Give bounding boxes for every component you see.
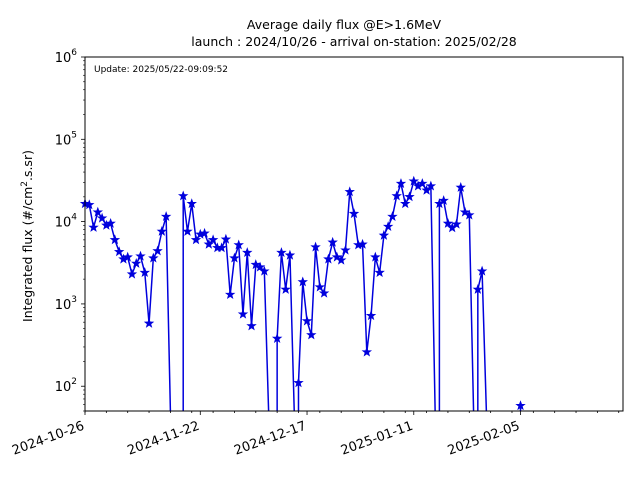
y-tick-label: 104 <box>55 213 78 231</box>
data-point <box>310 241 321 252</box>
data-point <box>139 267 150 278</box>
y-tick-label: 106 <box>55 48 78 66</box>
data-point <box>113 246 125 257</box>
data-point <box>293 377 304 388</box>
data-point <box>88 221 99 232</box>
data-point <box>400 198 411 209</box>
data-point <box>361 346 373 357</box>
data-point <box>306 329 317 340</box>
data-point <box>382 221 394 232</box>
x-tick-label: 2024-11-22 <box>126 419 202 459</box>
y-axis-label-main: Integrated flux (#/cm <box>20 187 35 322</box>
data-point <box>284 249 296 260</box>
data-point <box>417 178 428 188</box>
data-point <box>455 181 466 192</box>
data-point <box>131 258 142 268</box>
data-point <box>370 251 381 262</box>
axis-layer: 2024-10-26 2024-11-22 2024-12-17 2025-01-11… <box>10 48 620 459</box>
data-point <box>182 225 193 236</box>
data-point <box>152 245 163 256</box>
y-axis-label-sup: 2 <box>20 181 30 187</box>
data-point <box>190 234 202 245</box>
x-tick-label: 2025-02-05 <box>446 419 522 459</box>
data-point <box>280 283 291 294</box>
data-point <box>220 233 232 244</box>
data-point <box>84 199 95 210</box>
data-point <box>335 254 347 265</box>
x-tick-label: 2024-10-26 <box>10 419 86 459</box>
data-point <box>365 310 377 321</box>
data-point <box>442 217 454 228</box>
data-point <box>233 239 244 250</box>
data-point <box>395 178 407 188</box>
data-point <box>96 212 108 223</box>
data-point <box>92 206 104 217</box>
data-point <box>237 308 249 319</box>
y-axis-label-tail: .s.sr) <box>20 150 35 181</box>
y-tick-label: 105 <box>55 130 77 148</box>
data-point <box>216 242 227 253</box>
data-point <box>246 320 257 331</box>
data-point <box>314 281 326 292</box>
data-point <box>323 253 334 264</box>
data-point <box>438 195 449 206</box>
x-tick-label: 2025-01-11 <box>339 419 415 459</box>
data-point <box>348 208 360 219</box>
data-point <box>143 317 155 328</box>
data-point <box>408 175 419 186</box>
data-point <box>148 252 159 263</box>
data-point <box>105 217 116 228</box>
data-point <box>122 251 133 262</box>
y-axis-label: Integrated flux (#/cm2.s.sr) <box>20 150 35 322</box>
data-point <box>357 238 368 249</box>
data-point <box>207 234 219 245</box>
data-point <box>199 227 210 238</box>
chart-title-line1: Average daily flux @E>1.6MeV <box>247 17 442 32</box>
x-tick-label: 2024-12-17 <box>232 419 308 459</box>
data-point <box>186 198 197 209</box>
data-point <box>387 211 398 222</box>
data-point <box>476 265 488 276</box>
update-annotation: Update: 2025/05/22-09:09:52 <box>94 65 228 75</box>
data-point <box>451 218 462 229</box>
data-layer <box>79 175 526 412</box>
chart-title-line2: launch : 2024/10/26 - arrival on-station… <box>191 34 517 49</box>
data-point <box>297 276 308 287</box>
data-point <box>126 268 138 279</box>
data-point <box>515 400 526 411</box>
data-point <box>425 180 437 191</box>
y-tick-label: 103 <box>55 295 77 313</box>
plot-frame <box>84 56 624 412</box>
data-point <box>156 225 168 236</box>
data-point <box>404 191 415 202</box>
y-tick-label: 102 <box>55 377 77 395</box>
data-point <box>344 186 355 197</box>
data-point <box>109 234 121 245</box>
data-point <box>229 252 240 263</box>
data-point <box>135 250 146 261</box>
data-point <box>301 315 313 326</box>
data-point <box>250 259 262 270</box>
data-point <box>254 261 266 272</box>
data-point <box>391 190 402 201</box>
data-point <box>340 244 351 255</box>
svg-text:Integrated flux (#/cm2.s.sr): Integrated flux (#/cm2.s.sr) <box>20 150 35 322</box>
data-point <box>318 287 330 298</box>
data-point <box>374 267 385 278</box>
data-point <box>242 247 253 258</box>
series-line <box>84 180 522 412</box>
data-point <box>271 333 283 343</box>
data-point <box>160 211 172 222</box>
data-point <box>177 190 189 201</box>
data-point <box>259 265 270 276</box>
data-point <box>276 247 287 258</box>
data-point <box>224 289 236 299</box>
data-point <box>203 238 215 249</box>
data-point <box>327 236 338 247</box>
data-point <box>378 229 390 240</box>
data-point <box>464 209 475 220</box>
data-point <box>472 283 484 294</box>
